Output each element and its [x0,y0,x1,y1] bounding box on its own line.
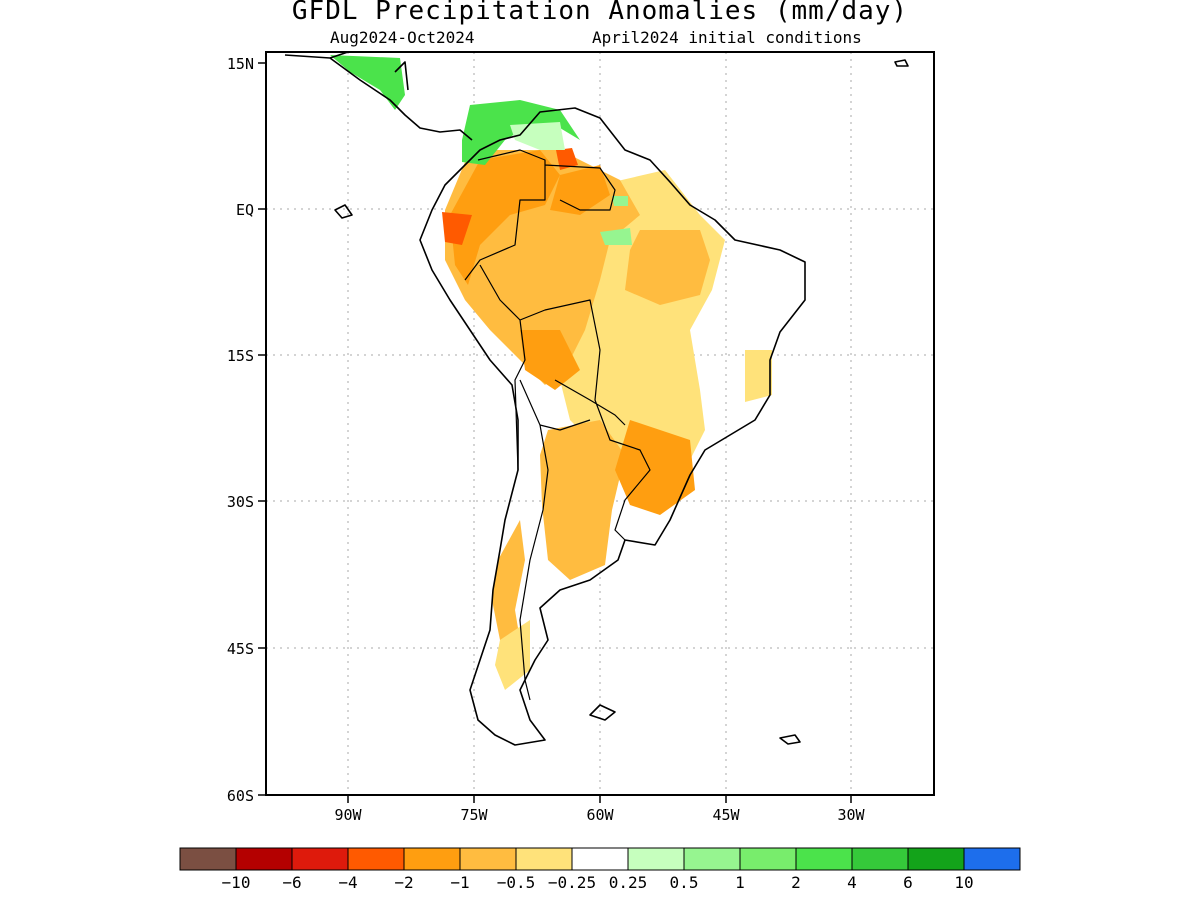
colorbar-label: −1 [450,873,469,892]
lon-label-45w: 45W [712,806,740,824]
lon-label-30w: 30W [837,806,865,824]
colorbar-label: 0.5 [670,873,699,892]
latitude-labels: 15N EQ 15S 30S 45S 60S [227,55,254,805]
colorbar-label: 0.25 [609,873,648,892]
colorbar-label: 10 [954,873,973,892]
initial-conditions-subtitle: April2024 initial conditions [592,28,862,47]
colorbar-label: −0.25 [548,873,596,892]
galapagos-islands [334,204,353,219]
anomaly-region-argentina [540,420,625,580]
colorbar-swatch [403,847,461,871]
colorbar-label: 4 [847,873,857,892]
lat-label-15n: 15N [227,55,254,73]
lat-label-30s: 30S [227,493,254,511]
longitude-labels: 90W 75W 60W 45W 30W [334,806,865,824]
colorbar-label: 2 [791,873,801,892]
colorbar-legend: −10 −6 −4 −2 −1 −0.5 −0.25 0.25 0.5 1 2 4 6 10 [179,847,1021,892]
lon-label-75w: 75W [460,806,488,824]
lon-label-90w: 90W [334,806,362,824]
anomaly-region-bolivia [520,330,580,390]
caribbean-islands [894,59,909,67]
falkland-islands [589,704,616,721]
colorbar-label: −4 [338,873,357,892]
colorbar-label: −0.5 [497,873,536,892]
anomaly-region-amazon-mouth [600,228,632,245]
colorbar-swatch [683,847,741,871]
colorbar-swatch [235,847,293,871]
anomaly-region-guiana-coast [612,196,628,206]
colorbar-swatch [627,847,685,871]
colorbar-swatch [459,847,517,871]
anomaly-region-ecuador [442,212,472,245]
colorbar-label: 1 [735,873,745,892]
country-borders [464,149,651,701]
period-subtitle: Aug2024-Oct2024 [330,28,475,47]
anomaly-shading [330,55,772,690]
anomaly-region-colombia-peru [450,150,560,285]
lat-label-15s: 15S [227,347,254,365]
south-america-coast [419,107,806,746]
anomaly-region-central-america [330,55,405,110]
anomaly-region-guyana [556,148,578,170]
tick-marks [258,62,852,803]
colorbar-swatch [515,847,573,871]
colorbar-label: 6 [903,873,913,892]
lon-label-60w: 60W [586,806,614,824]
south-georgia [779,734,801,745]
anomaly-region-southeast-brazil [615,420,695,515]
lat-label-60s: 60S [227,787,254,805]
colorbar-swatch [739,847,797,871]
map-title: GFDL Precipitation Anomalies (mm/day) [291,0,909,26]
lat-label-45s: 45S [227,640,254,658]
colorbar-swatch [851,847,909,871]
colorbar-swatch [347,847,405,871]
colorbar-label: −10 [222,873,251,892]
anomaly-region-north-colombia-light [510,122,565,150]
anomaly-region-north-colombia [462,100,580,165]
colorbar-swatch [179,847,237,871]
colorbar-swatch [795,847,853,871]
anomaly-region-amazon-east [625,230,710,305]
colorbar-label: −2 [394,873,413,892]
anomaly-region-northeast-coast [745,350,772,402]
colorbar-swatch [291,847,349,871]
lat-label-eq: EQ [236,201,254,219]
colorbar-swatch [963,847,1021,871]
colorbar-swatch [907,847,965,871]
anomaly-region-chile-south [492,520,525,640]
colorbar-swatch [571,847,629,871]
colorbar-label: −6 [282,873,301,892]
